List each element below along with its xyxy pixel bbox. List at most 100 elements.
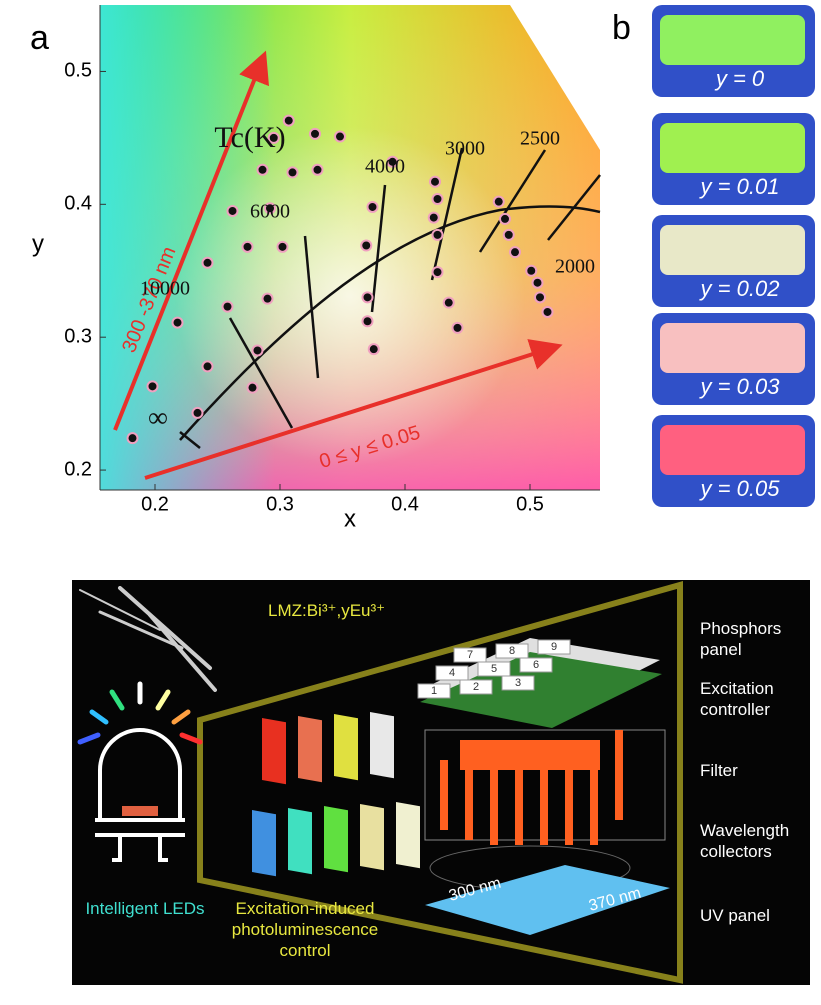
comets: [79, 586, 217, 692]
component-label: Phosphors panel: [700, 619, 782, 659]
data-point: [366, 200, 379, 213]
x-tick-label: 0.2: [141, 493, 169, 515]
key-label: 3: [515, 677, 521, 689]
component-label: UV panel: [700, 906, 770, 925]
data-point: [221, 300, 234, 313]
key: [477, 661, 511, 677]
control-label: Excitation-induced photoluminescence con…: [231, 899, 379, 960]
phosphor-sample: [660, 15, 805, 65]
y-tick-label: 0.3: [64, 325, 92, 347]
data-point: [309, 127, 321, 140]
x-tick-label: 0.5: [516, 493, 544, 515]
data-point: [361, 291, 374, 304]
led-rays: [77, 681, 203, 745]
key-label: 8: [509, 645, 515, 657]
data-point: [451, 321, 464, 334]
data-point: [126, 432, 139, 445]
x-axis-label: x: [344, 505, 356, 532]
data-point: [246, 381, 259, 394]
photo-label: y = 0.05: [699, 476, 781, 501]
planckian-locus: [179, 147, 601, 449]
component-label: Filter: [700, 761, 738, 780]
annotation: Tc(K): [214, 121, 285, 154]
data-point: [499, 212, 511, 225]
data-point: [525, 264, 538, 277]
data-point: [146, 380, 159, 393]
data-point: [171, 316, 184, 329]
composition-arrow: [144, 339, 563, 480]
data-point: [361, 315, 374, 328]
data-point: [261, 292, 274, 305]
key-label: 4: [449, 667, 455, 679]
key: [501, 675, 535, 691]
filter-box: [424, 729, 666, 845]
key-label: 9: [551, 641, 557, 653]
uv-panel: [425, 865, 670, 935]
excitation-arrow: [113, 50, 269, 431]
data-point: [360, 239, 373, 252]
key: [435, 665, 469, 681]
component-label: Wavelength collectors: [700, 821, 790, 861]
key-label: 7: [467, 649, 473, 661]
data-point: [492, 195, 505, 208]
data-point: [531, 276, 544, 289]
x-tick-label: 0.4: [391, 493, 419, 515]
key-label: 2: [473, 681, 479, 693]
data-point: [201, 256, 214, 269]
data-point: [311, 163, 324, 176]
data-point: [442, 296, 455, 309]
y-tick-label: 0.4: [64, 193, 92, 215]
photo-label: y = 0.01: [699, 174, 780, 199]
y-tick-label: 0.2: [64, 458, 92, 480]
phosphor-sample: [660, 425, 805, 475]
data-point: [282, 114, 295, 127]
annotation: 2500: [520, 128, 560, 150]
annotation: ∞: [148, 402, 168, 433]
led-icon: [95, 728, 185, 862]
controller-plate: [420, 652, 662, 728]
data-point: [241, 240, 254, 253]
data-point: [286, 166, 299, 179]
annotation: 6000: [250, 201, 290, 223]
phosphor-sample: [660, 225, 805, 275]
led-chip: [122, 806, 158, 816]
key: [453, 647, 487, 663]
annotation: 4000: [365, 156, 405, 178]
phosphor-sample: [660, 323, 805, 373]
data-point: [334, 130, 346, 143]
annotation: 3000: [445, 138, 485, 160]
photo-label: y = 0.02: [699, 276, 780, 301]
projection-frame: [197, 581, 683, 984]
data-point: [431, 266, 444, 279]
data-point: [541, 305, 554, 318]
key-label: 5: [491, 663, 497, 675]
key: [519, 657, 553, 673]
data-point: [427, 211, 440, 224]
key: [495, 643, 529, 659]
key: [459, 679, 493, 695]
phosphor-sample: [660, 123, 805, 173]
key-label: 6: [533, 659, 539, 671]
data-point: [201, 360, 214, 373]
component-label: Excitation controller: [700, 679, 774, 719]
key: [417, 683, 451, 699]
data-point: [534, 291, 546, 304]
led-label: Intelligent LEDs: [85, 899, 205, 918]
data-point: [502, 228, 515, 241]
panel-label: a: [30, 19, 49, 57]
data-point: [509, 246, 521, 259]
data-point: [431, 193, 444, 205]
y-tick-label: 0.5: [64, 60, 92, 82]
data-point: [191, 406, 204, 419]
y-axis-label: y: [32, 230, 44, 257]
data-point: [429, 175, 441, 188]
formula: LMZ:Bi³⁺,yEu³⁺: [268, 601, 386, 620]
data-point: [431, 228, 444, 241]
cie-background: [100, 5, 600, 490]
x-tick-label: 0.3: [266, 493, 294, 515]
data-point: [251, 344, 264, 357]
data-point: [256, 163, 269, 176]
